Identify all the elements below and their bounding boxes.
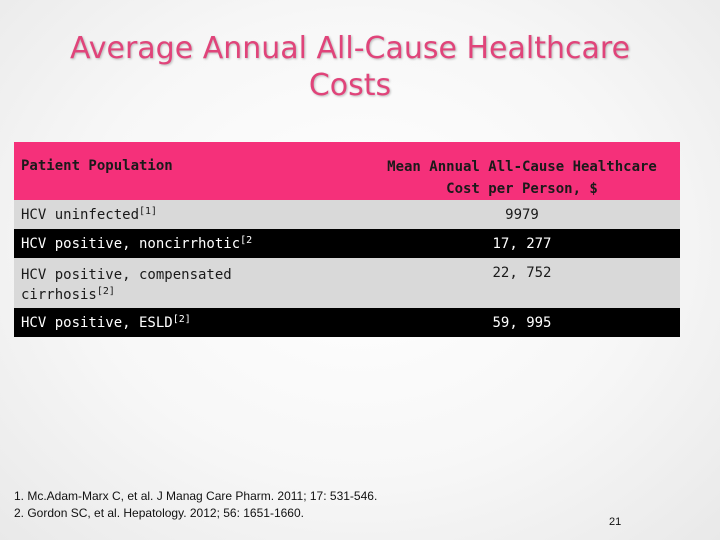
table-header-row: Patient Population Mean Annual All-Cause… [14, 142, 680, 200]
population-text: HCV positive, ESLD [21, 315, 173, 331]
population-text-line2-wrap: cirrhosis[2] [21, 285, 364, 305]
reference-marker: [2 [240, 235, 253, 246]
header-mean-cost-line2: Cost per Person, $ [446, 181, 598, 197]
population-cell: HCV positive, ESLD[2] [14, 308, 364, 337]
reference-marker: [2] [172, 314, 191, 325]
cost-cell: 9979 [505, 207, 539, 223]
population-text-line1: HCV positive, compensated [21, 267, 232, 283]
header-mean-cost-line1: Mean Annual All-Cause Healthcare [387, 159, 657, 175]
cost-cell: 22, 752 [492, 265, 552, 281]
table-row: HCV positive, compensated cirrhosis[2] 2… [14, 258, 680, 308]
population-cell: HCV positive, noncirrhotic[2 [14, 229, 364, 258]
reference-marker: [1] [139, 206, 158, 217]
reference-item: 1. Mc.Adam-Marx C, et al. J Manag Care P… [14, 489, 378, 503]
population-text: HCV positive, noncirrhotic [21, 236, 241, 252]
population-text-line2: cirrhosis [21, 287, 97, 303]
cost-table: Patient Population Mean Annual All-Cause… [14, 142, 680, 337]
reference-marker: [2] [96, 286, 115, 297]
population-text: HCV uninfected [21, 207, 140, 223]
slide-title-line1: Average Annual All-Cause Healthcare [69, 31, 631, 66]
references: 1. Mc.Adam-Marx C, et al. J Manag Care P… [14, 488, 377, 522]
slide-title: Average Annual All-Cause Healthcare Cost… [0, 30, 700, 104]
header-mean-cost: Mean Annual All-Cause Healthcare Cost pe… [364, 142, 680, 200]
population-cell: HCV positive, compensated cirrhosis[2] [14, 258, 364, 308]
header-patient-population: Patient Population [21, 158, 173, 174]
page-number: 21 [609, 516, 622, 528]
cost-cell: 17, 277 [492, 236, 552, 252]
table-row: HCV positive, ESLD[2] 59, 995 [14, 308, 680, 337]
population-cell: HCV uninfected[1] [14, 200, 364, 229]
table-row: HCV uninfected[1] 9979 [14, 200, 680, 229]
cost-cell: 59, 995 [492, 315, 552, 331]
table-row: HCV positive, noncirrhotic[2 17, 277 [14, 229, 680, 258]
reference-item: 2. Gordon SC, et al. Hepatology. 2012; 5… [14, 506, 304, 520]
slide-title-line2: Costs [308, 68, 392, 103]
